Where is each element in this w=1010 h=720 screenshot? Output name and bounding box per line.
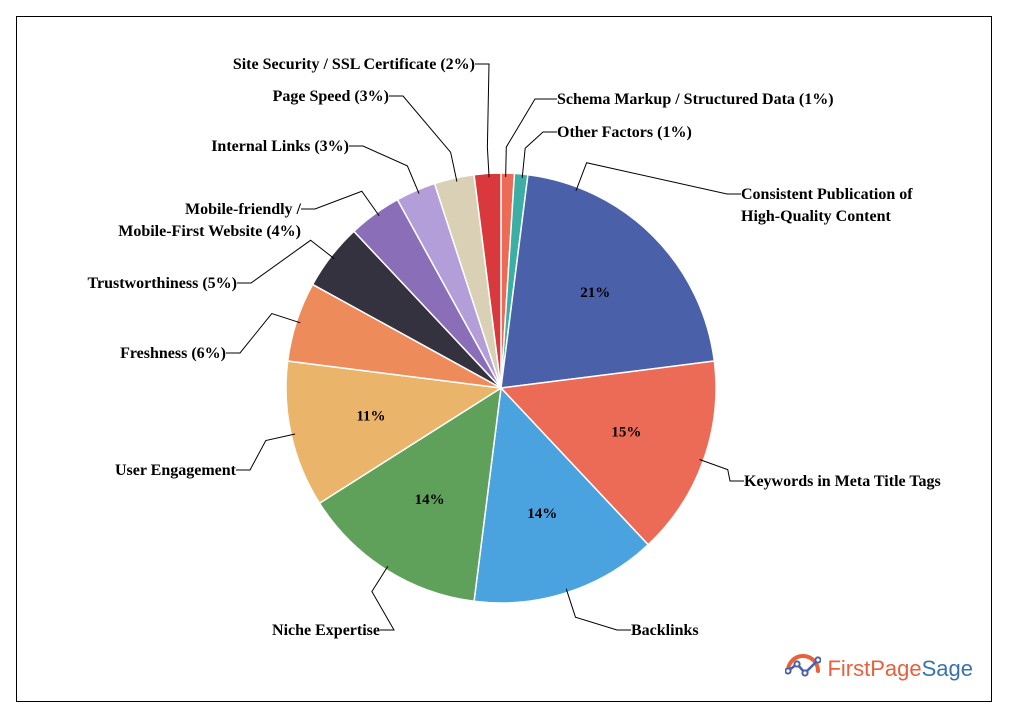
label-mobile: Mobile-friendly /Mobile-First Website (4…	[118, 201, 301, 240]
pct-label-engagement: 11%	[356, 409, 385, 425]
logo-icon	[785, 651, 821, 687]
label-trust: Trustworthiness (5%)	[88, 275, 237, 292]
leader-internal	[349, 146, 419, 194]
label-freshness: Freshness (6%)	[120, 345, 226, 362]
logo-text-second: Sage	[922, 656, 973, 681]
leader-speed	[389, 96, 457, 182]
pie-slices	[286, 173, 716, 603]
leader-mobile	[301, 191, 379, 215]
logo-text-first: FirstPage	[827, 656, 921, 681]
logo-text: FirstPageSage	[827, 656, 973, 682]
leader-backlinks	[566, 589, 631, 630]
firstpagesage-logo: FirstPageSage	[785, 651, 973, 687]
pie-chart: 21% 15% 14% 14% 11% Schema Markup / Structure…	[17, 17, 993, 703]
leader-other	[522, 132, 557, 178]
leader-meta	[700, 459, 744, 481]
label-schema: Schema Markup / Structured Data (1%)	[557, 91, 834, 108]
label-niche: Niche Expertise	[272, 622, 380, 639]
leader-niche	[372, 566, 394, 630]
label-backlinks: Backlinks	[631, 622, 699, 639]
label-content: Consistent Publication ofHigh-Quality Co…	[741, 186, 913, 225]
leader-ssl	[475, 64, 489, 177]
chart-frame: 21% 15% 14% 14% 11% Schema Markup / Structure…	[16, 16, 992, 702]
label-speed: Page Speed (3%)	[273, 88, 389, 105]
leader-schema	[506, 99, 557, 177]
leader-content	[576, 163, 741, 194]
leader-engagement	[236, 434, 295, 470]
pct-label-content: 21%	[580, 285, 610, 301]
slice-content	[501, 175, 714, 388]
pct-label-niche: 14%	[415, 492, 445, 508]
label-ssl: Site Security / SSL Certificate (2%)	[233, 56, 475, 73]
label-meta: Keywords in Meta Title Tags	[744, 473, 941, 490]
pct-label-backlinks: 14%	[527, 506, 557, 522]
label-other: Other Factors (1%)	[557, 124, 692, 141]
label-internal: Internal Links (3%)	[211, 138, 349, 155]
pct-label-meta: 15%	[611, 425, 641, 441]
label-engagement: User Engagement	[115, 462, 237, 479]
